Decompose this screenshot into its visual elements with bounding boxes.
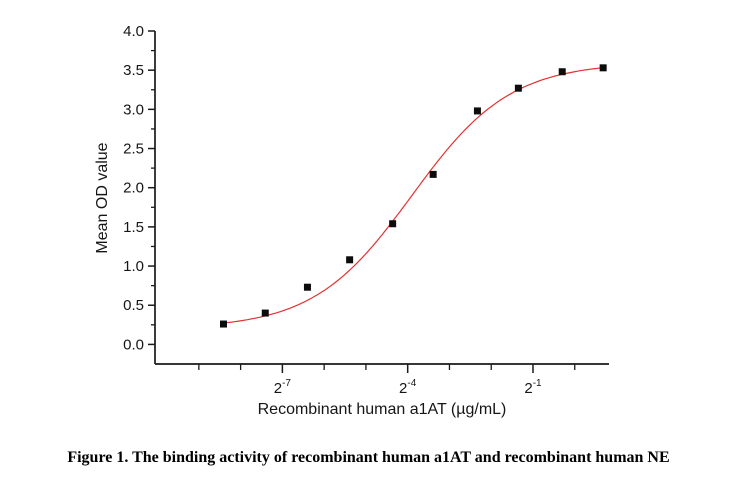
x-tick-label: 2-7 <box>274 378 292 397</box>
data-point-marker <box>429 170 437 178</box>
y-tick-label: 3.5 <box>123 62 144 79</box>
chart-canvas: 0.0 0.5 1.0 1.5 2.0 2.5 3.0 3.5 4.0 2-7 2-4 2-1 Rec… <box>94 23 609 418</box>
figure-caption: Figure 1. The binding activity of recomb… <box>67 449 670 466</box>
y-tick-label: 0.5 <box>123 297 144 314</box>
data-point-marker <box>303 283 311 291</box>
plot-layer: 0.0 0.5 1.0 1.5 2.0 2.5 3.0 3.5 4.0 2-7 2-4 2-1 <box>123 23 609 397</box>
y-tick-label: 2.0 <box>123 180 144 197</box>
data-point-marker <box>219 320 227 328</box>
x-axis-title: Recombinant human a1AT (µg/mL) <box>258 401 507 418</box>
y-tick-label: 4.0 <box>123 23 144 40</box>
data-point-marker <box>389 220 397 228</box>
data-point-marker <box>514 84 522 92</box>
x-tick-label: 2-4 <box>399 378 417 397</box>
data-point-marker <box>346 256 354 264</box>
y-tick-label: 1.5 <box>123 219 144 236</box>
fit-curve <box>221 67 603 324</box>
y-tick-label: 0.0 <box>123 336 144 353</box>
data-point-marker <box>261 309 269 317</box>
y-tick-label: 3.0 <box>123 101 144 118</box>
binding-activity-chart: 0.0 0.5 1.0 1.5 2.0 2.5 3.0 3.5 4.0 2-7 2-4 2-1 Rec… <box>94 23 609 418</box>
data-point-marker <box>558 68 566 76</box>
y-tick-label: 2.5 <box>123 141 144 158</box>
x-tick-label: 2-1 <box>524 378 542 397</box>
y-tick-label: 1.0 <box>123 258 144 275</box>
data-point-marker <box>473 107 481 115</box>
data-point-marker <box>599 64 607 72</box>
y-axis-title: Mean OD value <box>94 142 111 253</box>
